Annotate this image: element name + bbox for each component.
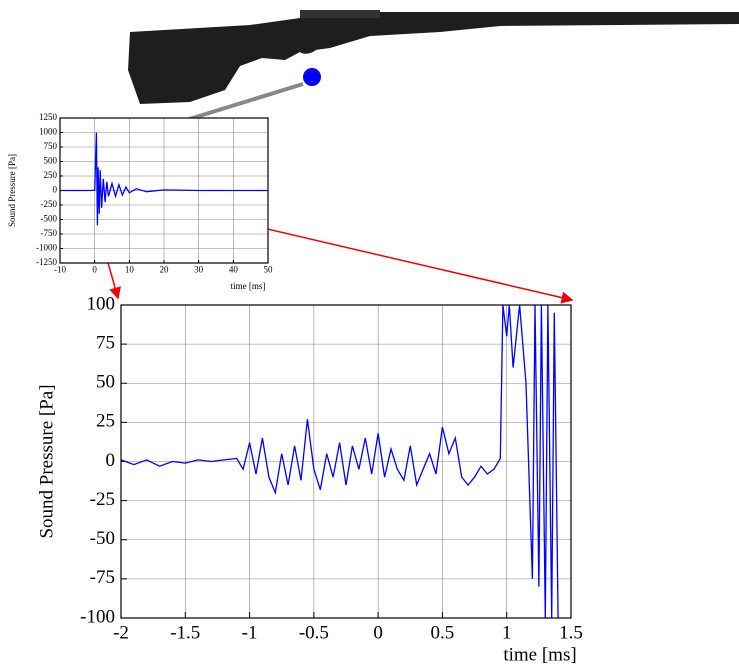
y-tick-label: -250 xyxy=(41,199,58,209)
y-tick-label: 0 xyxy=(106,450,116,471)
y-tick-label: -1250 xyxy=(36,257,57,267)
y-tick-label: -1000 xyxy=(36,243,57,253)
x-tick-label: -0.5 xyxy=(299,623,329,644)
x-axis-label: time [ms] xyxy=(503,644,576,665)
x-tick-label: 0 xyxy=(373,623,383,644)
y-tick-label: 250 xyxy=(44,170,58,180)
plot-frame xyxy=(120,304,572,619)
y-tick-label: -500 xyxy=(41,214,58,224)
x-tick-label: -2 xyxy=(113,623,129,644)
x-tick-label: 0.5 xyxy=(431,623,455,644)
plot-frame xyxy=(59,117,269,264)
x-tick-label: 1 xyxy=(502,623,512,644)
chart: -100 -75 -50 -25 0 25 50 75 100 -2 -1.5 -1 -0.5 0 0.5 1… xyxy=(36,293,583,665)
x-tick-label: 30 xyxy=(194,265,204,275)
x-tick-label: 50 xyxy=(264,265,274,275)
y-tick-label: -50 xyxy=(90,528,115,549)
x-axis-label: time [ms] xyxy=(231,281,266,291)
data-line xyxy=(121,305,559,618)
y-tick-label: 1250 xyxy=(39,112,58,122)
data-line xyxy=(60,132,268,226)
rifle-image xyxy=(128,10,739,104)
y-tick-label: -25 xyxy=(90,489,115,510)
x-tick-label: -10 xyxy=(54,265,66,275)
x-tick-label: 10 xyxy=(125,265,135,275)
y-tick-label: 100 xyxy=(87,293,116,314)
chart: -1250-1000-750-500-250025050075010001250… xyxy=(7,112,273,291)
y-tick-label: 50 xyxy=(96,372,115,393)
x-tick-label: 20 xyxy=(160,265,170,275)
y-tick-label: 75 xyxy=(96,332,115,353)
x-tick-label: 1.5 xyxy=(559,623,583,644)
y-tick-label: -750 xyxy=(41,228,58,238)
x-tick-label: -1 xyxy=(242,623,258,644)
y-tick-label: 1000 xyxy=(39,127,58,137)
x-tick-label: 0 xyxy=(92,265,97,275)
y-tick-label: 750 xyxy=(44,141,58,151)
mic-dot xyxy=(303,68,321,86)
y-tick-label: 25 xyxy=(96,411,115,432)
y-axis-label: Sound Pressure [Pa] xyxy=(36,384,57,538)
x-tick-label: 40 xyxy=(229,265,239,275)
y-axis-label: Sound Pressure [Pa] xyxy=(7,154,17,227)
y-tick-label: 0 xyxy=(53,185,58,195)
y-tick-label: 500 xyxy=(44,156,58,166)
y-tick-label: -75 xyxy=(90,567,115,588)
x-tick-label: -1.5 xyxy=(170,623,200,644)
y-tick-label: -100 xyxy=(80,606,115,627)
